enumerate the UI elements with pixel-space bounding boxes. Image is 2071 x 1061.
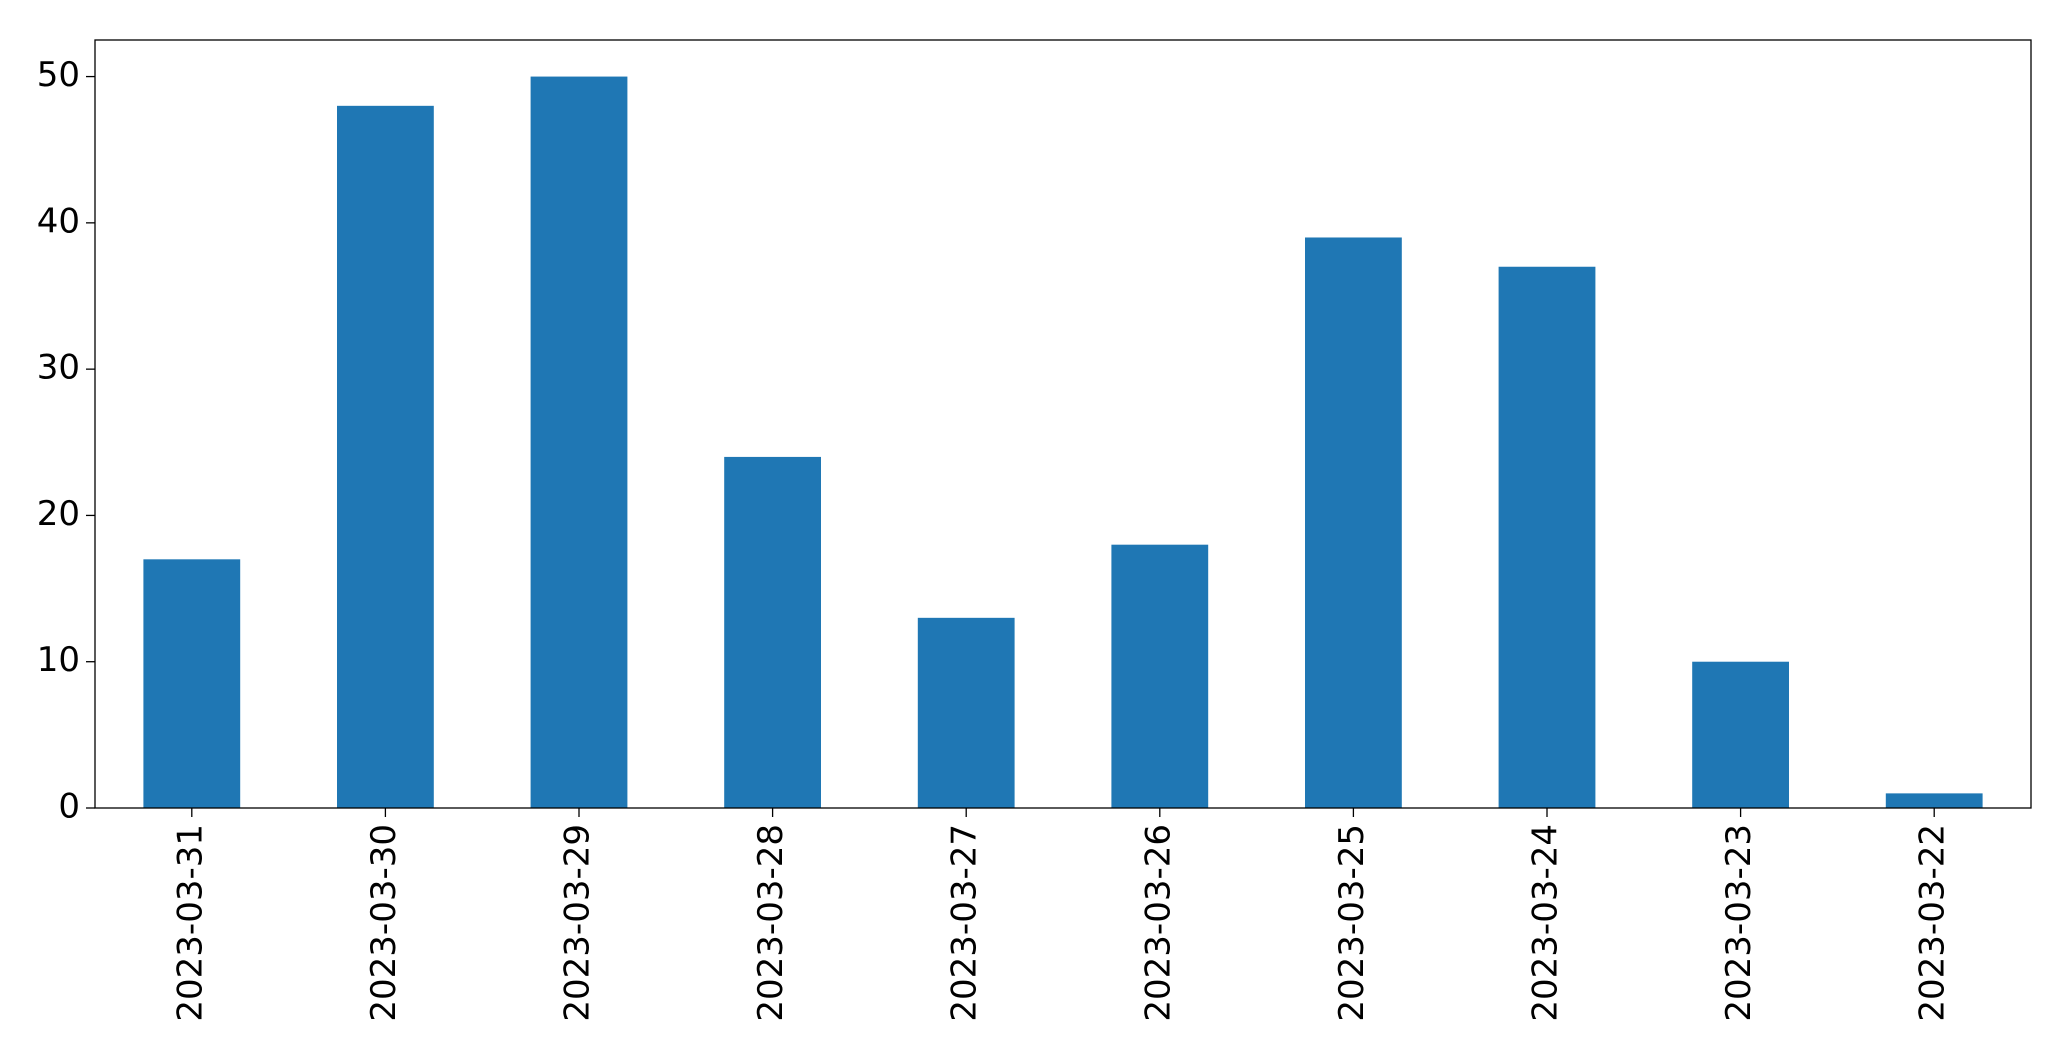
y-tick-label: 0: [58, 787, 80, 827]
bar: [1498, 266, 1596, 808]
x-tick-label: 2023-03-23: [1719, 824, 1759, 1022]
bar: [143, 559, 241, 808]
x-tick-label: 2023-03-26: [1138, 824, 1178, 1022]
y-tick-label: 50: [37, 55, 80, 95]
x-tick-label: 2023-03-29: [558, 824, 598, 1022]
bar: [337, 105, 434, 809]
bar: [1111, 544, 1209, 808]
x-tick-label: 2023-03-24: [1526, 824, 1566, 1022]
x-tick-label: 2023-03-22: [1913, 824, 1953, 1022]
bar: [1692, 661, 1789, 808]
x-tick-label: 2023-03-25: [1332, 824, 1372, 1022]
y-tick-label: 10: [37, 640, 80, 680]
x-tick-label: 2023-03-30: [364, 824, 404, 1022]
y-tick-label: 20: [37, 494, 80, 534]
x-tick-label: 2023-03-28: [751, 824, 791, 1022]
x-tick-label: 2023-03-27: [945, 824, 985, 1022]
bar: [530, 76, 628, 809]
y-tick-label: 40: [37, 201, 80, 241]
axes-frame: [94, 39, 2032, 809]
y-tick-label: 30: [37, 348, 80, 388]
bar: [1305, 237, 1402, 808]
bar: [1885, 793, 1983, 808]
bar: [917, 617, 1015, 808]
bar: [724, 456, 821, 808]
x-tick-label: 2023-03-31: [170, 824, 210, 1022]
